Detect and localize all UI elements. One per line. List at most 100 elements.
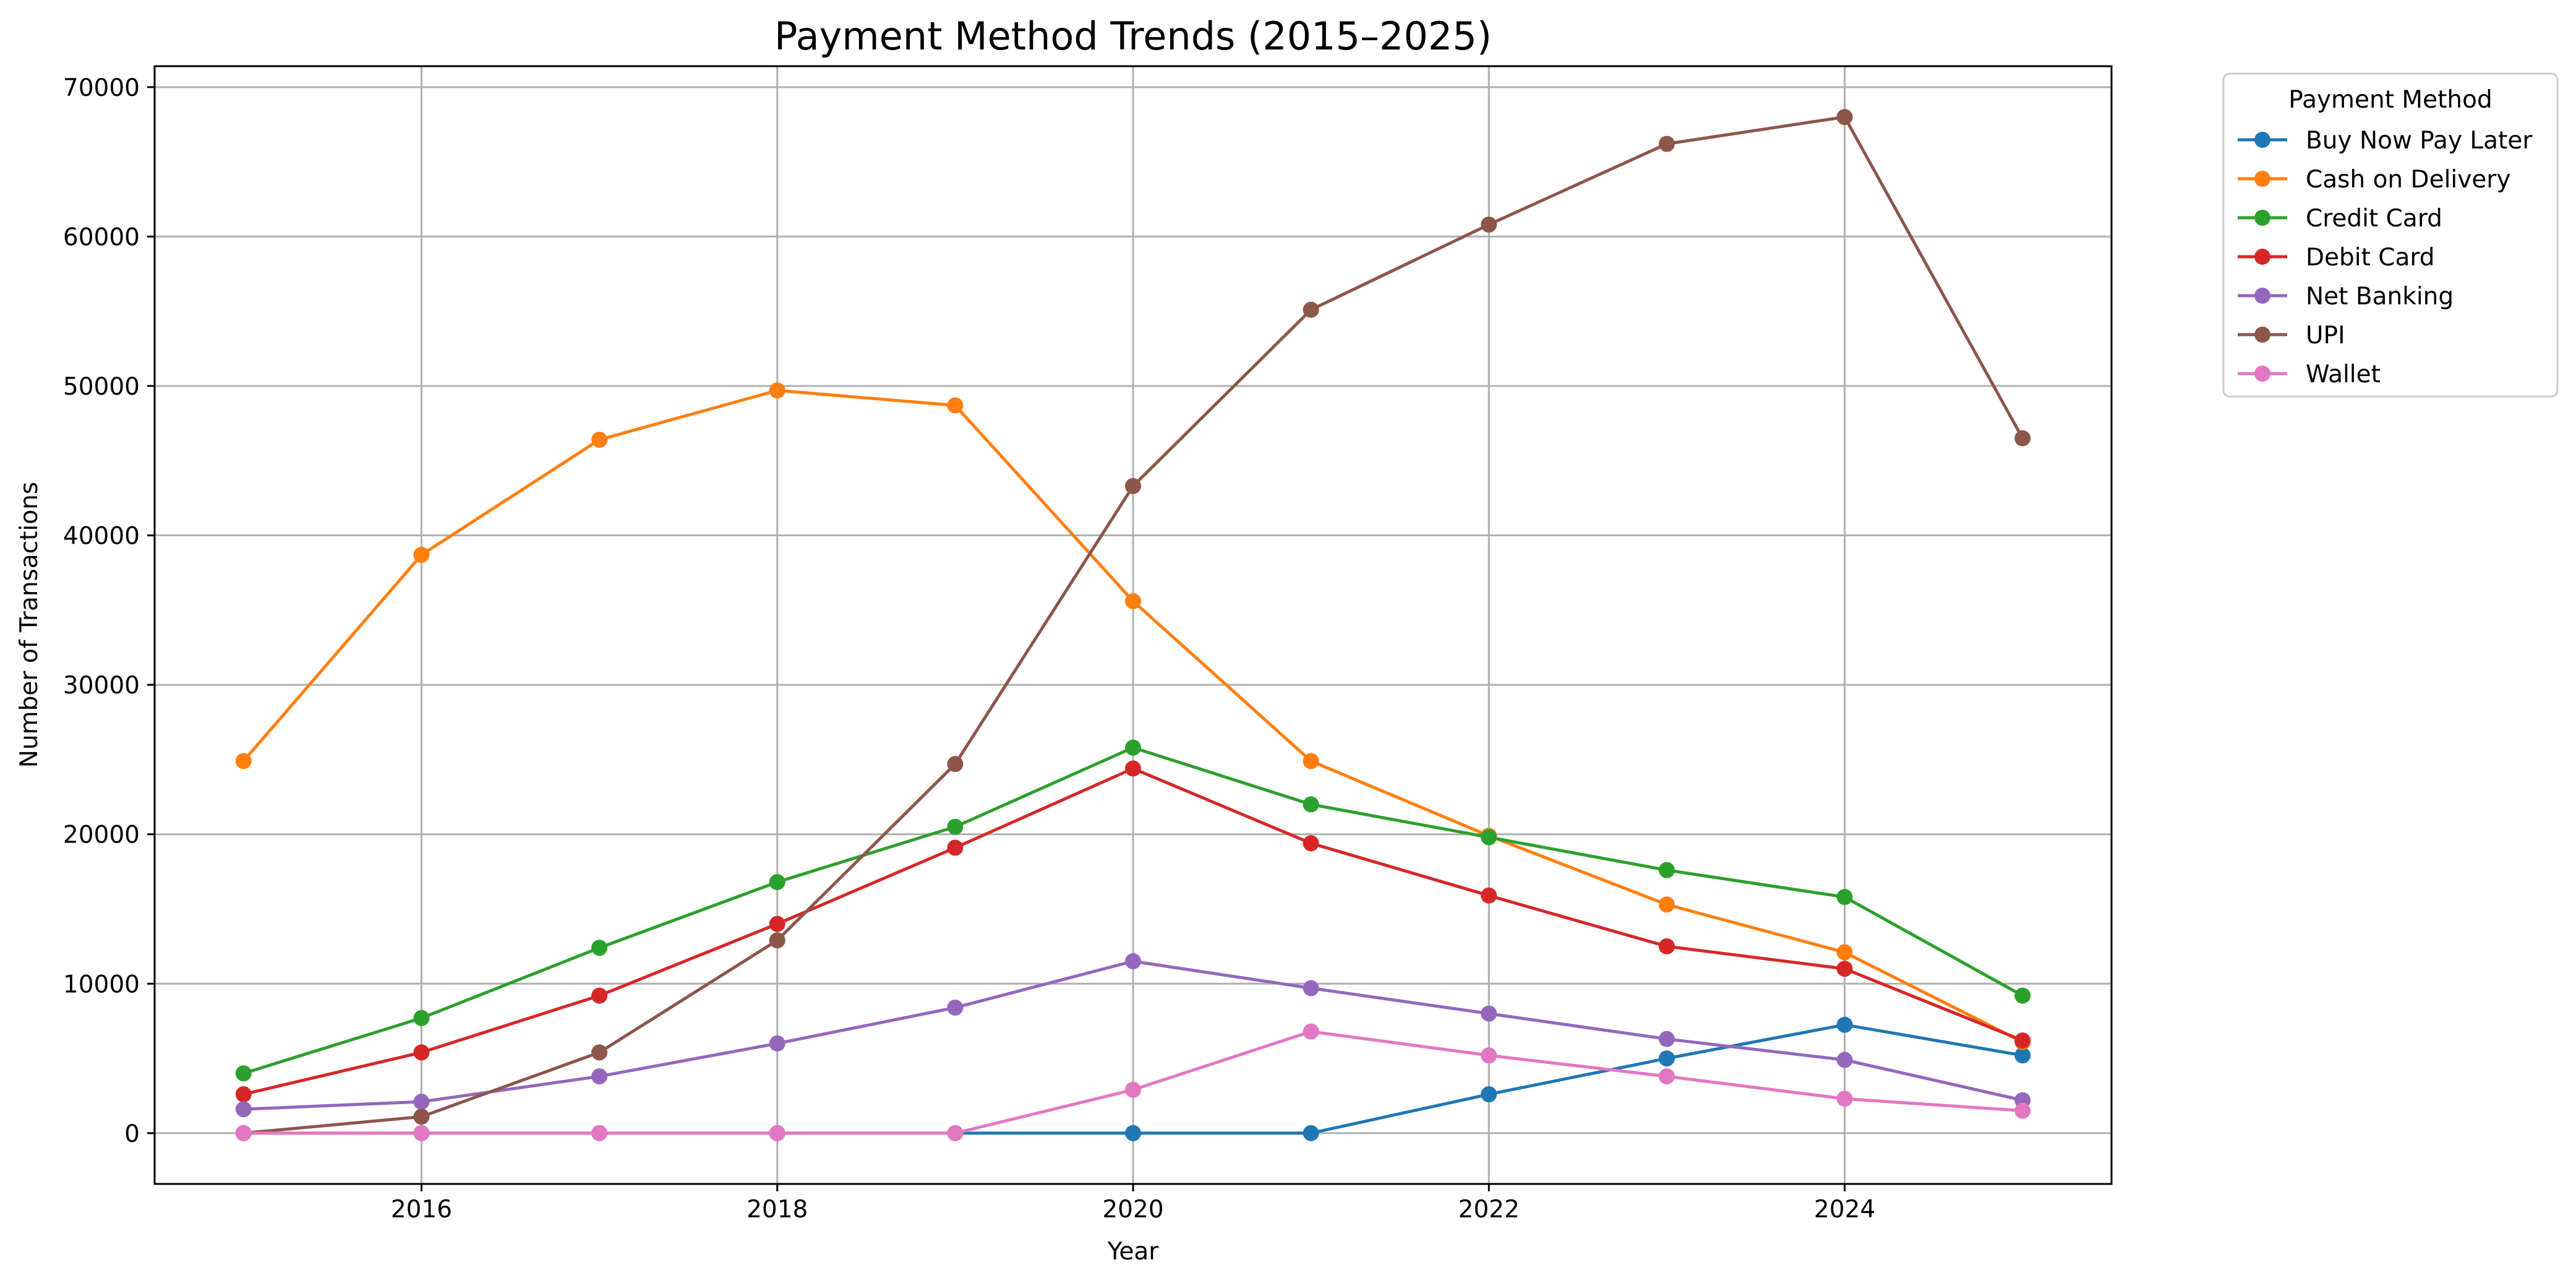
data-point-wallet	[591, 1125, 608, 1141]
data-point-cash-on-delivery	[1303, 753, 1319, 769]
data-point-wallet	[1658, 1068, 1675, 1085]
data-point-cash-on-delivery	[1658, 896, 1675, 913]
legend-item-buy-now-pay-later: Buy Now Pay Later	[2238, 127, 2533, 155]
data-point-cash-on-delivery	[769, 382, 785, 399]
data-point-cash-on-delivery	[947, 397, 964, 414]
data-point-wallet	[947, 1125, 964, 1141]
data-point-net-banking	[947, 999, 964, 1016]
data-point-buy-now-pay-later	[1303, 1125, 1319, 1141]
data-point-credit-card	[1125, 739, 1141, 756]
legend-swatch-marker	[2254, 288, 2270, 304]
data-point-wallet	[1125, 1081, 1141, 1098]
legend-label: Cash on Delivery	[2306, 166, 2510, 194]
legend-item-upi: UPI	[2238, 322, 2345, 349]
data-point-wallet	[235, 1125, 252, 1141]
chart-title: Payment Method Trends (2015–2025)	[774, 14, 1492, 59]
legend-swatch-marker	[2254, 171, 2270, 187]
data-point-net-banking	[413, 1094, 430, 1110]
y-tick-label: 30000	[63, 672, 140, 700]
data-point-credit-card	[413, 1010, 430, 1026]
legend-label: Debit Card	[2306, 244, 2435, 272]
y-tick-label: 20000	[63, 821, 140, 849]
y-tick-label: 10000	[63, 971, 140, 998]
legend-swatch-marker	[2254, 249, 2270, 265]
data-point-net-banking	[1836, 1052, 1853, 1068]
data-point-debit-card	[1303, 835, 1319, 852]
data-point-cash-on-delivery	[1125, 593, 1141, 609]
data-point-net-banking	[1481, 1005, 1497, 1022]
legend-label: Net Banking	[2306, 283, 2454, 311]
data-point-upi	[1836, 109, 1853, 126]
data-point-debit-card	[2014, 1032, 2031, 1049]
data-point-debit-card	[235, 1086, 252, 1103]
data-point-debit-card	[413, 1044, 430, 1061]
data-point-upi	[2014, 430, 2031, 447]
legend: Payment Method Buy Now Pay Later Cash on …	[2222, 72, 2559, 398]
legend-item-cash-on-delivery: Cash on Delivery	[2238, 166, 2510, 194]
y-tick-label: 60000	[63, 223, 140, 251]
data-point-buy-now-pay-later	[1658, 1050, 1675, 1067]
data-point-credit-card	[1303, 796, 1319, 813]
data-point-buy-now-pay-later	[1836, 1016, 1853, 1033]
legend-title: Payment Method	[2288, 86, 2492, 114]
legend-frame	[2222, 72, 2559, 398]
series-credit-card	[235, 739, 2031, 1082]
x-axis-label: Year	[1107, 1238, 1160, 1266]
data-point-credit-card	[2014, 987, 2031, 1004]
data-point-net-banking	[769, 1035, 785, 1052]
data-point-wallet	[769, 1125, 785, 1141]
data-point-net-banking	[1658, 1031, 1675, 1047]
legend-label: UPI	[2306, 322, 2345, 349]
data-point-wallet	[1481, 1047, 1497, 1064]
data-point-wallet	[413, 1125, 430, 1141]
legend-item-credit-card: Credit Card	[2238, 205, 2442, 233]
legend-label: Credit Card	[2306, 205, 2442, 233]
data-point-cash-on-delivery	[413, 546, 430, 563]
y-tick-label: 70000	[63, 74, 140, 102]
data-point-net-banking	[1303, 980, 1319, 997]
data-point-debit-card	[769, 915, 785, 932]
y-tick-label: 0	[124, 1120, 140, 1148]
legend-items: Buy Now Pay Later Cash on Delivery Credit …	[2238, 127, 2533, 388]
data-point-upi	[947, 756, 964, 773]
legend-label: Wallet	[2306, 361, 2381, 388]
data-point-debit-card	[1836, 961, 1853, 977]
x-tick-label: 2022	[1458, 1196, 1520, 1224]
data-point-credit-card	[769, 874, 785, 891]
data-point-debit-card	[1481, 887, 1497, 904]
legend-item-net-banking: Net Banking	[2238, 283, 2454, 311]
data-point-wallet	[2014, 1102, 2031, 1119]
data-point-upi	[413, 1108, 430, 1125]
data-point-upi	[769, 932, 785, 949]
series-wallet	[235, 1023, 2031, 1141]
series-layer	[235, 109, 2031, 1141]
data-point-cash-on-delivery	[235, 753, 252, 769]
data-point-buy-now-pay-later	[1481, 1086, 1497, 1103]
data-point-upi	[1481, 216, 1497, 233]
legend-label: Buy Now Pay Later	[2306, 127, 2533, 155]
data-point-buy-now-pay-later	[1125, 1125, 1141, 1141]
y-axis-label: Number of Transactions	[15, 482, 43, 768]
data-point-wallet	[1303, 1023, 1319, 1040]
data-point-net-banking	[1125, 953, 1141, 970]
x-tick-label: 2016	[391, 1196, 452, 1224]
series-debit-card	[235, 760, 2031, 1103]
data-point-credit-card	[591, 940, 608, 956]
data-point-cash-on-delivery	[591, 431, 608, 448]
data-point-upi	[1125, 478, 1141, 494]
data-point-upi	[1303, 301, 1319, 318]
data-point-buy-now-pay-later	[2014, 1047, 2031, 1064]
tick-layer: 2016 2018 2020 2022 2024 0 10000 20000 30000 4000…	[63, 74, 1875, 1224]
data-point-wallet	[1836, 1091, 1853, 1107]
data-point-credit-card	[1836, 889, 1853, 906]
data-point-debit-card	[947, 839, 964, 856]
legend-item-wallet: Wallet	[2238, 361, 2381, 388]
data-point-upi	[591, 1044, 608, 1061]
data-point-debit-card	[1125, 760, 1141, 777]
y-tick-label: 50000	[63, 373, 140, 401]
data-point-cash-on-delivery	[1836, 944, 1853, 961]
data-point-net-banking	[235, 1101, 252, 1118]
legend-swatch-marker	[2254, 327, 2270, 343]
x-tick-label: 2020	[1102, 1196, 1163, 1224]
